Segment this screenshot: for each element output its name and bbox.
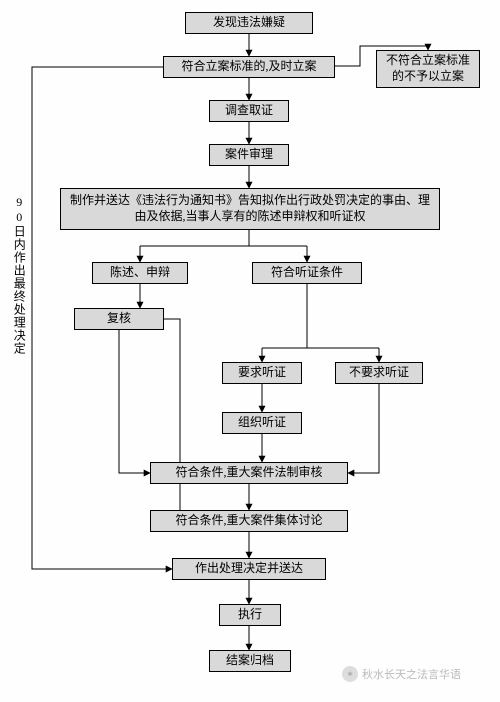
flow-node-n6a: 陈述、申辩 xyxy=(92,262,188,284)
flow-node-n13: 执行 xyxy=(219,604,281,626)
flow-node-n8b: 不要求听证 xyxy=(335,362,423,384)
flow-node-n8a: 要求听证 xyxy=(222,362,302,384)
watermark-text: 秋水长天之法言华语 xyxy=(362,666,461,682)
flow-node-n10: 符合条件,重大案件法制审核 xyxy=(150,462,348,484)
deadline-side-label: 90日内作出最终处理决定 xyxy=(12,195,25,355)
flow-node-n5: 制作并送达《违法行为通知书》告知拟作出行政处罚决定的事由、理由及依据,当事人享有… xyxy=(60,188,440,230)
wechat-icon: ✶ xyxy=(342,666,358,682)
flow-node-n12: 作出处理决定并送达 xyxy=(172,558,326,580)
flow-node-n11: 符合条件,重大案件集体讨论 xyxy=(150,510,348,532)
flow-node-n1: 发现违法嫌疑 xyxy=(185,12,313,34)
flow-node-n2b: 不符合立案标准的不予以立案 xyxy=(376,50,480,88)
flow-node-n7: 复核 xyxy=(74,308,164,330)
side-label-text: 90日内作出最终处理决定 xyxy=(12,195,26,355)
flow-node-n4: 案件审理 xyxy=(209,144,289,166)
flow-node-n9: 组织听证 xyxy=(222,412,302,434)
watermark: ✶ 秋水长天之法言华语 xyxy=(342,666,461,682)
edge-10 xyxy=(119,330,150,473)
edge-18 xyxy=(348,384,379,473)
flow-node-n14: 结案归档 xyxy=(209,650,291,672)
edge-11 xyxy=(164,319,200,521)
flow-node-n2: 符合立案标准的,及时立案 xyxy=(163,56,335,78)
flow-node-n3: 调查取证 xyxy=(209,100,289,122)
flow-node-n6b: 符合听证条件 xyxy=(252,262,362,284)
